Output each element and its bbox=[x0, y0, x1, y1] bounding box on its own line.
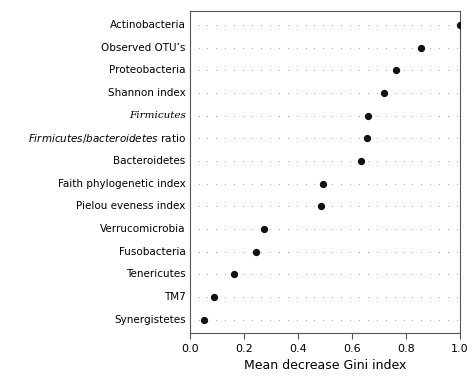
Point bbox=[364, 113, 372, 119]
Point bbox=[363, 135, 370, 141]
Text: Faith phylogenetic index: Faith phylogenetic index bbox=[58, 179, 185, 189]
Text: Actinobacteria: Actinobacteria bbox=[109, 20, 185, 30]
Text: Synergistetes: Synergistetes bbox=[114, 314, 185, 325]
Text: TM7: TM7 bbox=[164, 292, 185, 302]
Text: Shannon index: Shannon index bbox=[108, 88, 185, 98]
Point bbox=[260, 226, 268, 232]
Point bbox=[252, 249, 260, 255]
Text: Observed OTU’s: Observed OTU’s bbox=[101, 43, 185, 53]
Point bbox=[392, 67, 400, 74]
Point bbox=[380, 90, 388, 96]
Text: Tenericutes: Tenericutes bbox=[126, 269, 185, 279]
Point bbox=[230, 271, 238, 277]
Text: Fusobacteria: Fusobacteria bbox=[119, 247, 185, 257]
Text: Verrucomicrobia: Verrucomicrobia bbox=[100, 224, 185, 234]
Point bbox=[201, 317, 208, 323]
Text: Bacteroidetes: Bacteroidetes bbox=[113, 156, 185, 166]
X-axis label: Mean decrease Gini index: Mean decrease Gini index bbox=[244, 359, 406, 372]
Text: Pielou eveness index: Pielou eveness index bbox=[76, 201, 185, 211]
Point bbox=[210, 294, 218, 300]
Point bbox=[319, 181, 327, 187]
Point bbox=[317, 203, 324, 210]
Point bbox=[357, 158, 365, 164]
Text: Firmicutes: Firmicutes bbox=[128, 111, 185, 120]
Point bbox=[417, 45, 424, 51]
Text: $\it{Firmicutes/bacteroidetes}$ ratio: $\it{Firmicutes/bacteroidetes}$ ratio bbox=[27, 132, 185, 145]
Text: Proteobacteria: Proteobacteria bbox=[109, 65, 185, 75]
Point bbox=[456, 22, 464, 28]
